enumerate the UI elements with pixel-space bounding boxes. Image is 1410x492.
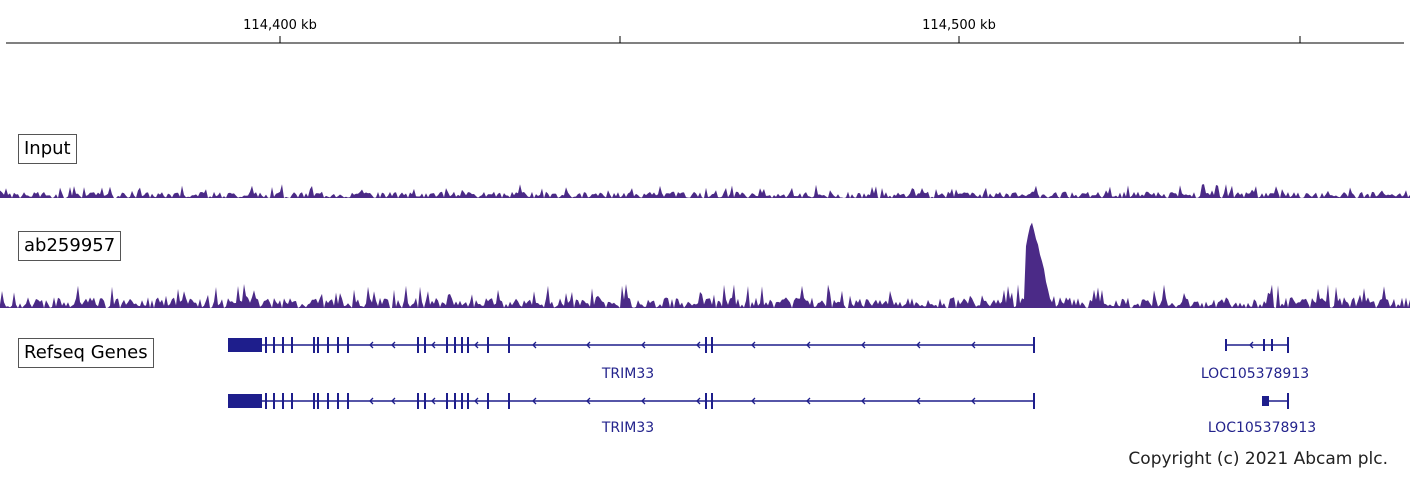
gene-label-trim33[interactable]: TRIM33 bbox=[601, 420, 655, 436]
input-signal-track bbox=[0, 184, 1410, 198]
coverage-area bbox=[0, 184, 1410, 198]
gene-loc105378913-row2[interactable] bbox=[1262, 393, 1289, 409]
gene-label-loc105378913[interactable]: LOC105378913 bbox=[1200, 366, 1310, 382]
ruler-label-114500: 114,500 kb bbox=[922, 18, 996, 33]
gene-trim33-row2[interactable] bbox=[228, 393, 1035, 409]
gene-label-trim33[interactable]: TRIM33 bbox=[601, 366, 655, 382]
coverage-area bbox=[0, 222, 1410, 308]
genomic-ruler: 114,400 kb 114,500 kb bbox=[0, 0, 1410, 60]
chip-signal-track bbox=[0, 222, 1410, 308]
gene-trim33-row1[interactable] bbox=[228, 337, 1035, 353]
gene-loc105378913-row1[interactable] bbox=[1225, 337, 1289, 353]
ruler-axis bbox=[6, 36, 1404, 44]
track-label-refseq-genes[interactable]: Refseq Genes bbox=[18, 338, 154, 368]
track-label-input[interactable]: Input bbox=[18, 134, 77, 164]
track-label-ab259957[interactable]: ab259957 bbox=[18, 231, 122, 261]
refseq-gene-track bbox=[228, 337, 1289, 409]
copyright-notice: Copyright (c) 2021 Abcam plc. bbox=[1128, 449, 1388, 469]
ruler-label-114400: 114,400 kb bbox=[243, 18, 317, 33]
gene-label-loc105378913[interactable]: LOC105378913 bbox=[1207, 420, 1317, 436]
